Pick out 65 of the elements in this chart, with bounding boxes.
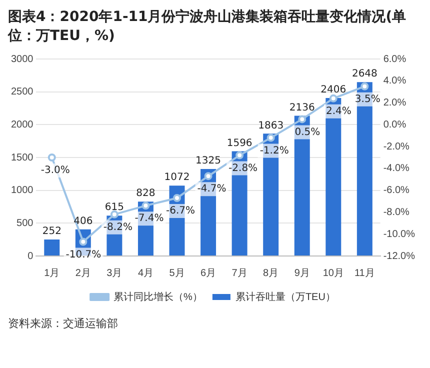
data-label: 406 (74, 216, 93, 227)
x-tick-label: 4月 (138, 268, 154, 279)
data-label: 252 (42, 226, 62, 238)
y2-tick-label: 2.0% (383, 98, 406, 109)
data-label: -2.8% (228, 162, 258, 174)
point (360, 82, 369, 90)
data-label: 2136 (289, 102, 315, 114)
y-tick-label: 1000 (10, 185, 34, 196)
data-label: -8.2% (103, 222, 132, 234)
point (204, 172, 212, 180)
y-tick-label: 0 (28, 250, 34, 262)
point (266, 134, 275, 142)
x-tick-label: 10月 (322, 268, 344, 279)
data-label: 2648 (352, 68, 378, 80)
y2-tick-label: -8.0% (383, 206, 410, 218)
y2-tick-label: -10.0% (383, 228, 416, 240)
data-label: 1863 (258, 120, 284, 132)
data-label: 2406 (320, 84, 346, 96)
data-label: 828 (136, 188, 156, 200)
data-label: 1072 (164, 172, 190, 184)
legend-label: 累计吞吐量（万TEU） (235, 290, 336, 303)
point (329, 94, 338, 102)
data-label: 1325 (196, 156, 222, 167)
point (48, 154, 56, 162)
data-label: -6.7% (166, 206, 195, 217)
y-tick-label: 2500 (10, 86, 34, 98)
data-label: 615 (104, 202, 124, 214)
data-label: -1.2% (260, 145, 289, 156)
y2-tick-label: 6.0% (383, 54, 406, 65)
data-label: -10.7% (66, 249, 102, 260)
x-tick-label: 9月 (294, 268, 310, 279)
data-label: 1596 (226, 138, 252, 149)
x-tick-label: 11月 (354, 268, 375, 279)
x-tick-label: 8月 (263, 268, 279, 279)
data-label: 0.5% (294, 126, 320, 138)
x-tick-label: 2月 (75, 268, 91, 279)
y-tick-label: 3000 (10, 54, 34, 65)
x-tick-label: 7月 (232, 268, 248, 279)
y2-tick-label: -6.0% (383, 185, 410, 196)
chart-title: 图表4：2020年1-11月份宁波舟山港集装箱吞吐量变化情况(单位：万TEU，%) (8, 8, 408, 46)
legend-label: 累计同比增长（%） (114, 290, 202, 303)
point (298, 115, 306, 124)
data-label: 2.4% (326, 106, 352, 117)
bar (44, 239, 60, 256)
y-tick-label: 500 (16, 218, 34, 229)
x-tick-label: 1月 (44, 268, 60, 279)
x-tick-label: 3月 (106, 268, 122, 279)
x-tick-label: 6月 (200, 268, 216, 279)
y-tick-label: 2000 (10, 119, 34, 130)
y2-tick-label: 4.0% (383, 76, 406, 87)
text: 资料来源：交通运输部 (8, 316, 119, 331)
y-tick-label: 1500 (10, 152, 34, 164)
data-label: -3.0% (40, 165, 70, 176)
data-label: -4.7% (197, 184, 226, 195)
y2-tick-label: -2.0% (383, 141, 410, 152)
x-tick-label: 5月 (169, 268, 185, 279)
y2-tick-label: -4.0% (383, 163, 410, 174)
data-label: -7.4% (134, 213, 164, 224)
point (142, 202, 150, 210)
point (110, 210, 118, 218)
data-label: 3.5% (354, 94, 380, 105)
y2-tick-label: 0.0% (383, 119, 406, 130)
y2-tick-label: -12.0% (383, 250, 416, 262)
point (236, 151, 244, 160)
point (173, 194, 181, 202)
